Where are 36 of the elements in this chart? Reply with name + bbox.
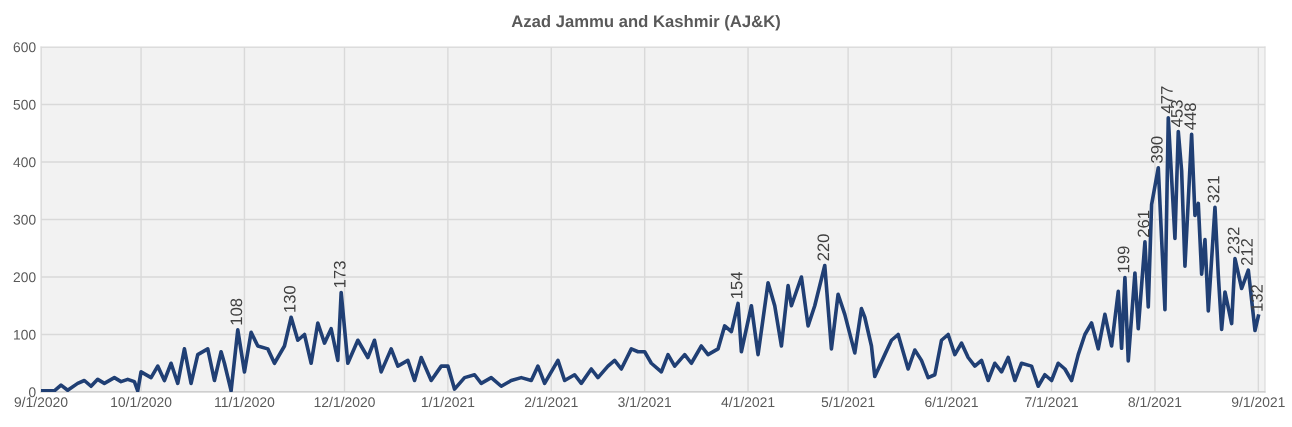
x-tick-label: 1/1/2021 bbox=[421, 396, 475, 408]
y-tick-label: 200 bbox=[13, 272, 36, 283]
annotation: 130 bbox=[283, 285, 296, 312]
y-tick-label: 500 bbox=[13, 99, 36, 110]
x-tick-label: 7/1/2021 bbox=[1025, 396, 1078, 408]
annotation: 232 bbox=[1227, 227, 1240, 254]
y-tick-label: 100 bbox=[14, 329, 36, 340]
annotation: 154 bbox=[730, 271, 743, 299]
annotation: 477 bbox=[1161, 86, 1173, 114]
x-tick-label: 12/1/2020 bbox=[314, 396, 375, 408]
x-tick-label: 9/1/2020 bbox=[14, 396, 68, 408]
annotation: 108 bbox=[230, 298, 243, 325]
y-tick-label: 300 bbox=[13, 214, 36, 225]
chart-title: Azad Jammu and Kashmir (AJ&K) bbox=[511, 14, 780, 31]
y-tick-label: 400 bbox=[13, 157, 36, 168]
x-tick-label: 10/1/2020 bbox=[111, 396, 172, 408]
annotation: 199 bbox=[1117, 246, 1130, 273]
x-tick-label: 2/1/2021 bbox=[524, 396, 578, 408]
annotation: 390 bbox=[1150, 136, 1163, 163]
annotation: 173 bbox=[333, 261, 346, 288]
x-tick-label: 5/1/2021 bbox=[821, 396, 875, 408]
x-tick-label: 9/1/2021 bbox=[1231, 396, 1285, 408]
x-tick-label: 11/1/2020 bbox=[215, 396, 275, 408]
annotation: 212 bbox=[1241, 238, 1253, 266]
x-tick-label: 6/1/2021 bbox=[925, 396, 978, 408]
y-tick-label: 0 bbox=[28, 387, 36, 398]
annotation: 448 bbox=[1184, 103, 1197, 130]
annotation: 261 bbox=[1137, 210, 1150, 237]
annotation: 321 bbox=[1207, 176, 1220, 203]
x-tick-label: 3/1/2021 bbox=[618, 396, 672, 408]
x-tick-label: 8/1/2021 bbox=[1128, 396, 1182, 408]
annotation: 132 bbox=[1251, 284, 1263, 311]
annotation: 220 bbox=[817, 234, 830, 261]
y-tick-label: 600 bbox=[13, 42, 36, 53]
annotation: 453 bbox=[1170, 100, 1183, 127]
x-tick-label: 4/1/2021 bbox=[721, 396, 775, 408]
